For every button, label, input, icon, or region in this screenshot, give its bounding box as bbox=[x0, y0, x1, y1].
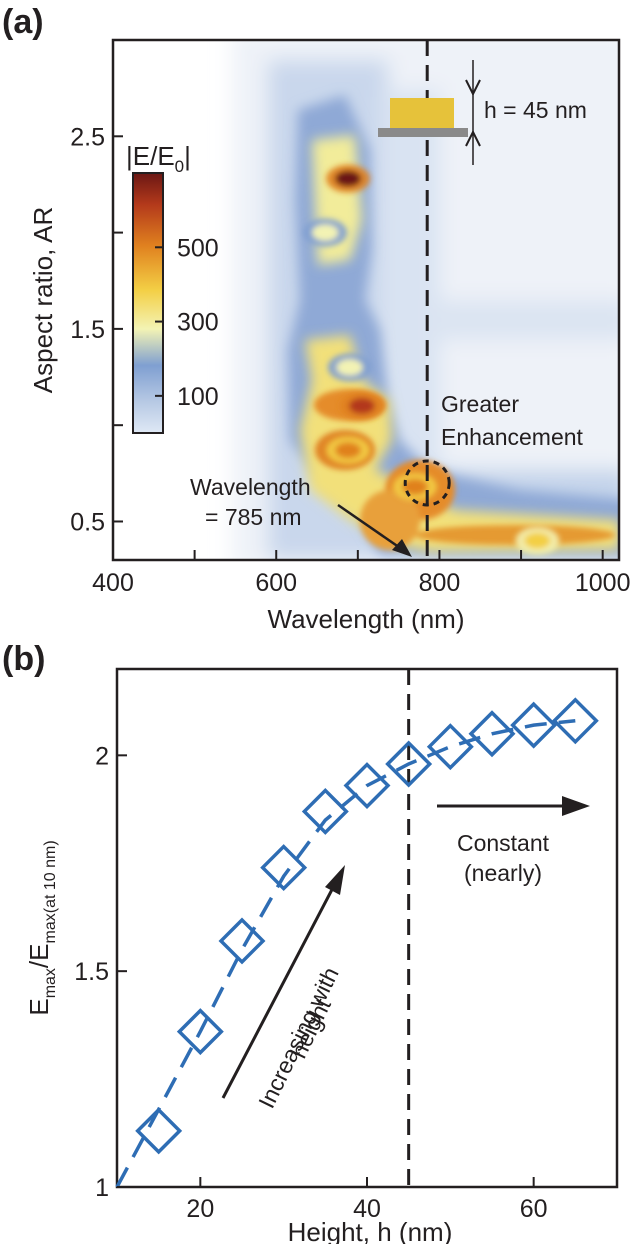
data-point bbox=[468, 710, 516, 758]
hotspot bbox=[401, 478, 428, 495]
height-annotation: h = 45 nm bbox=[484, 97, 587, 123]
panel-b-ylabel: Emax/Emax(at 10 nm) bbox=[24, 840, 59, 1015]
panel-b-axes: 20 40 60 1 1.5 2 bbox=[74, 742, 547, 1223]
panel-b-frame bbox=[115, 667, 619, 1189]
colorbar: 100 300 500 |E/E0| bbox=[126, 141, 219, 434]
constant-arrow-head bbox=[562, 796, 590, 816]
data-point bbox=[260, 844, 308, 892]
y-tick-label: 0.5 bbox=[70, 508, 105, 536]
hotspot bbox=[335, 170, 362, 187]
hotspot bbox=[312, 224, 339, 241]
panel-a-axes: 400 600 800 1000 0.5 1.5 2.5 bbox=[70, 123, 630, 597]
data-point bbox=[301, 787, 349, 835]
colorbar-gradient bbox=[132, 172, 164, 434]
heatmap-area bbox=[113, 40, 619, 560]
constant-label-line2: (nearly) bbox=[464, 860, 542, 886]
substrate-bar bbox=[378, 128, 468, 137]
y-tick-label: 2 bbox=[95, 742, 109, 770]
constant-label-line1: Constant bbox=[457, 830, 550, 856]
panel-a: (a) bbox=[2, 3, 630, 634]
x-tick-label: 20 bbox=[186, 1195, 214, 1223]
x-tick-label: 60 bbox=[520, 1195, 548, 1223]
nanostructure-inset bbox=[378, 60, 481, 165]
height-arrow-bottom bbox=[465, 129, 481, 147]
greater-label-line2: Enhancement bbox=[441, 424, 584, 450]
data-point bbox=[343, 762, 391, 810]
wavelength-arrow-head bbox=[392, 539, 412, 557]
colorbar-ticks: 100 300 500 bbox=[155, 234, 219, 411]
greater-label-line1: Greater bbox=[441, 391, 519, 417]
panel-a-ylabel: Aspect ratio, AR bbox=[28, 207, 58, 393]
wavelength-label-line1: Wavelength bbox=[190, 474, 311, 500]
height-arrow-top bbox=[465, 79, 481, 97]
data-point bbox=[135, 1107, 183, 1155]
data-point bbox=[510, 701, 558, 749]
wavelength-label-line2: = 785 nm bbox=[205, 504, 302, 530]
trend-line bbox=[115, 719, 576, 1188]
hotspot bbox=[524, 532, 551, 549]
hotspot bbox=[336, 359, 363, 376]
data-point bbox=[385, 740, 433, 788]
data-point bbox=[426, 723, 474, 771]
gold-block bbox=[390, 98, 454, 128]
x-tick-label: 800 bbox=[419, 569, 461, 597]
panel-b-label: (b) bbox=[2, 640, 45, 678]
hotspot bbox=[335, 442, 362, 459]
y-tick-label: 2.5 bbox=[70, 123, 105, 151]
x-tick-label: 40 bbox=[353, 1195, 381, 1223]
x-tick-label: 400 bbox=[92, 569, 134, 597]
panel-a-label: (a) bbox=[2, 3, 44, 41]
data-point bbox=[551, 697, 599, 745]
y-tick-label: 1 bbox=[95, 1174, 109, 1202]
colorbar-tick-label: 500 bbox=[177, 234, 219, 262]
x-tick-label: 600 bbox=[255, 569, 297, 597]
greater-enhancement-circle bbox=[403, 459, 451, 507]
colorbar-label: |E/E0| bbox=[126, 141, 191, 176]
increasing-arrow-line bbox=[221, 879, 339, 1099]
y-tick-label: 1.5 bbox=[70, 316, 105, 344]
data-markers bbox=[135, 697, 599, 1155]
panel-b-xlabel: Height, h (nm) bbox=[288, 1217, 453, 1244]
hotspot bbox=[348, 397, 375, 414]
panel-a-frame bbox=[111, 38, 621, 562]
wavelength-arrow-line bbox=[337, 503, 407, 554]
increasing-arrow-head bbox=[325, 865, 345, 895]
panel-a-xlabel: Wavelength (nm) bbox=[268, 604, 465, 634]
x-tick-label: 1000 bbox=[575, 569, 631, 597]
colorbar-tick-label: 100 bbox=[177, 383, 219, 411]
data-point bbox=[176, 1008, 224, 1056]
y-tick-label: 1.5 bbox=[74, 958, 109, 986]
heatmap-hotspots bbox=[303, 164, 560, 555]
colorbar-tick-label: 300 bbox=[177, 309, 219, 337]
data-point bbox=[218, 917, 266, 965]
